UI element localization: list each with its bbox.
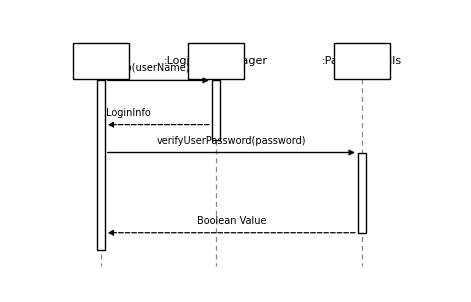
- Text: getUserInfo(userName): getUserInfo(userName): [75, 63, 190, 73]
- Text: :LoginUtils: :LoginUtils: [72, 56, 130, 66]
- Text: verifyUserPassword(password): verifyUserPassword(password): [156, 136, 306, 146]
- Bar: [212, 80, 220, 140]
- Text: :PasswordUtils: :PasswordUtils: [322, 56, 402, 66]
- Bar: [358, 153, 366, 233]
- Bar: [187, 43, 244, 79]
- Text: LoginInfo: LoginInfo: [106, 108, 151, 117]
- Bar: [333, 43, 390, 79]
- Text: Boolean Value: Boolean Value: [196, 216, 266, 226]
- Text: :LoginInfoManager: :LoginInfoManager: [164, 56, 268, 66]
- Bar: [73, 43, 129, 79]
- Bar: [97, 80, 105, 250]
